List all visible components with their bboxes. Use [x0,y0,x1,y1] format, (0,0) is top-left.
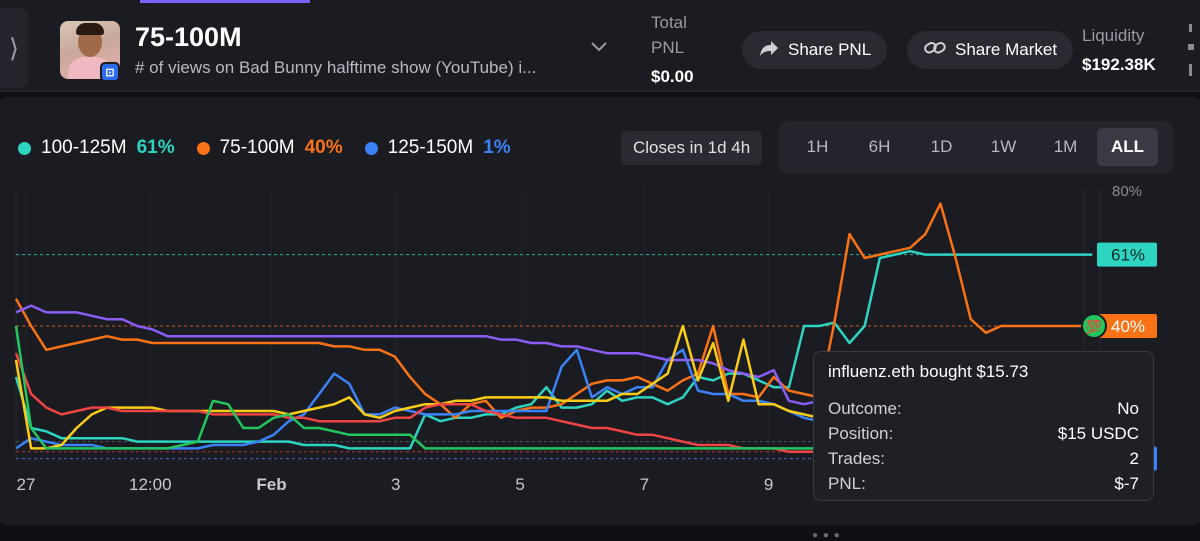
tooltip-value: $15 USDC [1057,424,1139,443]
sidebar-toggle-button[interactable]: ⟩ [0,8,28,88]
share-pnl-label: Share PNL [788,40,872,59]
active-tab-indicator [140,0,310,3]
tooltip-title: influenz.eth bought $15.73 [828,362,1029,381]
range-all-button[interactable]: ALL [1097,128,1158,166]
legend-pct: 40% [304,137,343,158]
trade-tooltip: influenz.eth bought $15.73 Outcome: No Po… [813,351,1154,501]
legend-pct: 1% [483,137,511,158]
share-pnl-button[interactable]: Share PNL [742,31,888,69]
x-tick-label: 12:00 [129,475,172,494]
end-value-text: 40% [1111,317,1145,336]
end-value-label: 40% [1097,314,1157,338]
chevron-down-icon[interactable] [590,40,608,58]
range-1h-button[interactable]: 1H [806,137,829,156]
tooltip-value: $-7 [1114,474,1139,493]
share-market-label: Share Market [955,40,1058,59]
end-value-text: 61% [1111,246,1145,265]
tooltip-value: No [1117,399,1139,418]
legend-label: 125-150M [387,137,474,158]
liquidity-label: Liquidity [1082,26,1145,45]
x-tick-label: 9 [764,475,773,494]
tooltip-row: Position: $15 USDC [828,421,1139,446]
total-pnl-label-2: PNL [651,38,685,57]
tooltip-label: Position: [828,424,894,443]
range-1m-button[interactable]: 1M [1053,137,1078,156]
chevron-right-icon: ⟩ [8,32,20,63]
share-market-button[interactable]: Share Market [907,31,1074,69]
range-6h-button[interactable]: 6H [868,137,891,156]
end-value-label: 61% [1097,242,1157,267]
y-tick-label: 80% [1112,183,1142,200]
x-tick-label: 7 [640,475,649,494]
platform-badge-icon: ⊡ [100,62,120,82]
tooltip-value: 2 [1129,449,1139,468]
tooltip-row: Trades: 2 [828,446,1139,471]
legend-item[interactable]: 75-100M 40% [196,137,343,159]
tooltip-row: PNL: $-7 [828,471,1139,496]
legend-dot-icon [18,141,31,155]
range-1w-button[interactable]: 1W [990,137,1017,156]
legend-item[interactable]: 125-150M 1% [364,137,511,159]
market-subtitle: # of views on Bad Bunny halftime show (Y… [135,58,537,77]
tooltip-row: Outcome: No [828,396,1139,421]
legend-dot-icon [196,141,210,155]
liquidity-value: $192.38K [1082,55,1156,74]
trade-marker-text: 💯 [1086,319,1102,335]
resize-grip-icon[interactable]: ● ● ● [812,530,841,541]
end-value-badge [1097,242,1157,267]
legend-item[interactable]: 100-125M 61% [18,137,175,159]
market-title: 75-100M [135,22,242,52]
legend-pct: 61% [136,137,175,158]
end-value-badge [1097,314,1157,338]
range-1d-button[interactable]: 1D [930,137,953,156]
tooltip-label: Outcome: [828,399,902,418]
x-tick-label: 3 [391,475,400,494]
share-arrow-icon [758,39,780,62]
link-icon [923,39,947,62]
tooltip-label: Trades: [828,449,886,468]
trade-marker-icon[interactable] [1081,313,1107,339]
closes-in-badge: Closes in 1d 4h [621,131,763,165]
x-tick-label: 27 [17,475,36,494]
legend-label: 75-100M [219,137,295,158]
total-pnl-value: $0.00 [651,67,694,86]
time-range-selector: 1H 6H 1D 1W 1M ALL [779,121,1173,173]
x-tick-label: 5 [515,475,524,494]
series-line[interactable] [14,202,1092,420]
legend-dot-icon [364,141,378,155]
x-tick-label: Feb [256,475,286,494]
legend-label: 100-125M [41,137,127,158]
more-icon[interactable] [1186,24,1196,89]
total-pnl-label: Total [651,13,687,32]
market-header: ⟩ ⊡ 75-100M # of views on Bad Bunny half… [0,0,1200,92]
chart-legend: 100-125M 61% 75-100M 40% 125-150M 1% [18,137,511,159]
tooltip-label: PNL: [828,474,866,493]
